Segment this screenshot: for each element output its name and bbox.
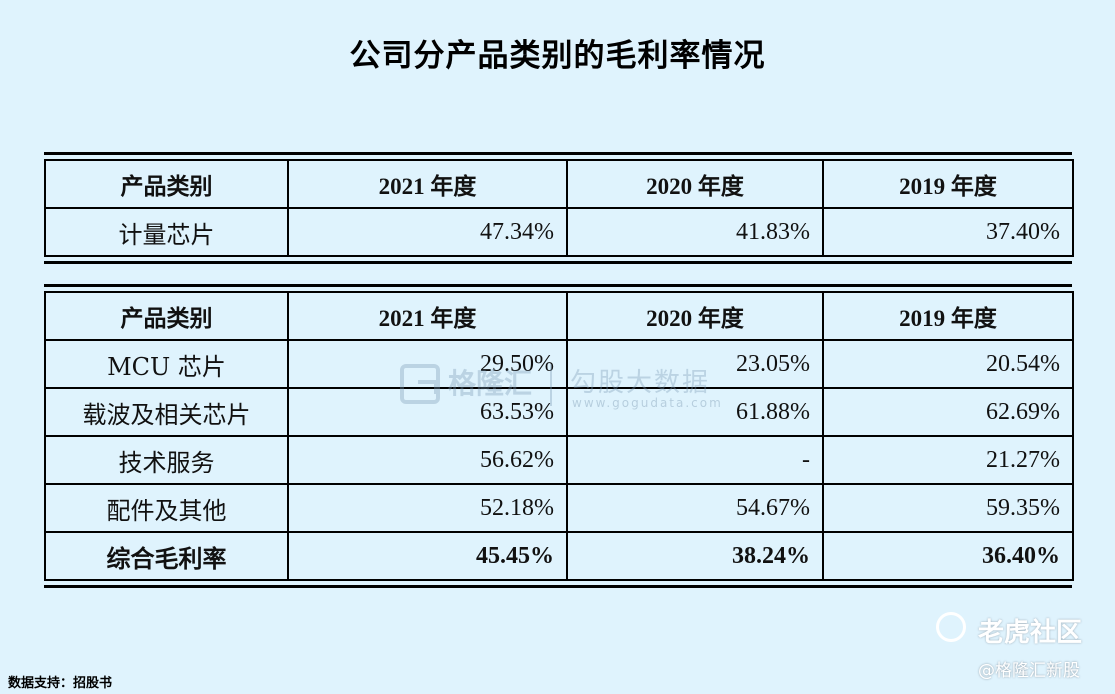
author-handle: @格隆汇新股 [978, 661, 1080, 681]
cell-2019: 37.40% [822, 207, 1074, 257]
table-total-row: 综合毛利率 45.45% 38.24% 36.40% [44, 531, 1074, 581]
header-2020: 2020 年度 [566, 159, 824, 209]
header-2019: 2019 年度 [822, 159, 1074, 209]
tiger-icon [936, 612, 966, 642]
cell-2021: 47.34% [287, 207, 568, 257]
total-label: 综合毛利率 [44, 531, 289, 581]
table-header-row: 产品类别 2021 年度 2020 年度 2019 年度 [44, 159, 1074, 209]
header-2020: 2020 年度 [566, 291, 824, 341]
table-header-row: 产品类别 2021 年度 2020 年度 2019 年度 [44, 291, 1074, 341]
margin-table-products: 产品类别 2021 年度 2020 年度 2019 年度 MCU 芯片 29.5… [44, 284, 1074, 588]
cell-2020: 23.05% [566, 339, 824, 389]
row-category: 载波及相关芯片 [44, 387, 289, 437]
total-2021: 45.45% [287, 531, 568, 581]
cell-2021: 29.50% [287, 339, 568, 389]
page-title: 公司分产品类别的毛利率情况 [349, 38, 766, 74]
cell-2020: - [566, 435, 824, 485]
row-category: 计量芯片 [44, 207, 289, 257]
table-row: 载波及相关芯片 63.53% 61.88% 62.69% [44, 387, 1074, 437]
cell-2021: 56.62% [287, 435, 568, 485]
header-2019: 2019 年度 [822, 291, 1074, 341]
row-category: 配件及其他 [44, 483, 289, 533]
margin-table-metering: 产品类别 2021 年度 2020 年度 2019 年度 计量芯片 47.34%… [44, 152, 1074, 264]
cell-2019: 20.54% [822, 339, 1074, 389]
header-category: 产品类别 [44, 159, 289, 209]
header-2021: 2021 年度 [287, 159, 568, 209]
cell-2020: 41.83% [566, 207, 824, 257]
table-row: 计量芯片 47.34% 41.83% 37.40% [44, 207, 1074, 257]
cell-2019: 62.69% [822, 387, 1074, 437]
header-category: 产品类别 [44, 291, 289, 341]
total-2019: 36.40% [822, 531, 1074, 581]
table-row: MCU 芯片 29.50% 23.05% 20.54% [44, 339, 1074, 389]
laohu-community-logo: 老虎社区 [936, 610, 1106, 648]
header-2021: 2021 年度 [287, 291, 568, 341]
cell-2019: 59.35% [822, 483, 1074, 533]
row-category: 技术服务 [44, 435, 289, 485]
cell-2019: 21.27% [822, 435, 1074, 485]
total-2020: 38.24% [566, 531, 824, 581]
footer-logo-text: 老虎社区 [978, 618, 1083, 648]
row-category: MCU 芯片 [44, 339, 289, 389]
cell-2020: 54.67% [566, 483, 824, 533]
cell-2020: 61.88% [566, 387, 824, 437]
table-row: 技术服务 56.62% - 21.27% [44, 435, 1074, 485]
cell-2021: 52.18% [287, 483, 568, 533]
cell-2021: 63.53% [287, 387, 568, 437]
table-row: 配件及其他 52.18% 54.67% 59.35% [44, 483, 1074, 533]
data-source-note: 数据支持：招股书 [8, 676, 113, 691]
